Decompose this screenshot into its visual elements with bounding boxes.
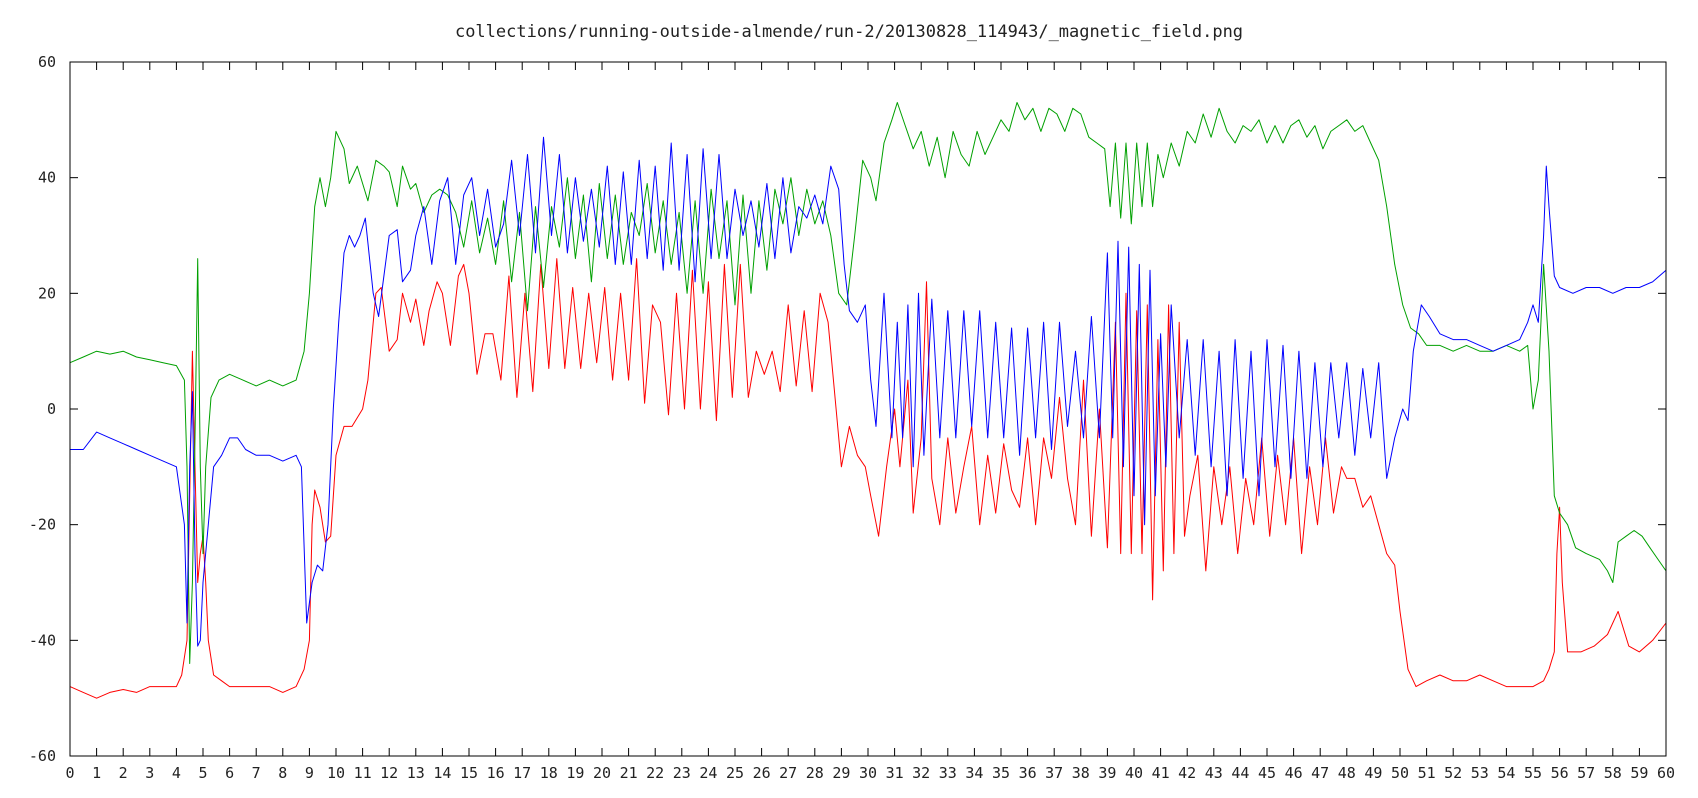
x-tick-label: 52 (1444, 764, 1462, 782)
x-tick-label: 7 (252, 764, 261, 782)
x-tick-label: 41 (1152, 764, 1170, 782)
x-tick-label: 28 (806, 764, 824, 782)
y-tick-label: -60 (29, 747, 56, 765)
x-tick-label: 16 (487, 764, 505, 782)
x-tick-label: 53 (1471, 764, 1489, 782)
y-tick-labels: -60 -40 -20 0 20 40 60 (29, 53, 56, 765)
x-tick-label: 20 (593, 764, 611, 782)
x-tick-label: 17 (513, 764, 531, 782)
y-tick-label: 60 (38, 53, 56, 71)
x-tick-label: 54 (1497, 764, 1515, 782)
x-tick-label: 6 (225, 764, 234, 782)
x-tick-label: 5 (198, 764, 207, 782)
x-tick-label: 60 (1657, 764, 1675, 782)
x-tick-label: 39 (1098, 764, 1116, 782)
x-tick-label: 51 (1418, 764, 1436, 782)
series-line-2 (69, 102, 1667, 664)
x-tick-label: 50 (1391, 764, 1409, 782)
x-tick-label: 35 (992, 764, 1010, 782)
x-tick-label: 13 (407, 764, 425, 782)
x-tick-label: 57 (1577, 764, 1595, 782)
x-tick-label: 12 (380, 764, 398, 782)
y-tick-label: -20 (29, 516, 56, 534)
x-tick-label: 47 (1311, 764, 1329, 782)
x-tick-label: 9 (305, 764, 314, 782)
x-tick-label: 2 (119, 764, 128, 782)
x-tick-label: 33 (939, 764, 957, 782)
x-tick-label: 46 (1285, 764, 1303, 782)
series-line-1 (69, 258, 1667, 699)
x-tick-label: 36 (1019, 764, 1037, 782)
x-tick-label: 24 (699, 764, 717, 782)
x-tick-label: 27 (779, 764, 797, 782)
x-tick-label: 40 (1125, 764, 1143, 782)
x-tick-label: 37 (1045, 764, 1063, 782)
x-tick-label: 1 (92, 764, 101, 782)
x-tick-label: 43 (1205, 764, 1223, 782)
x-tick-label: 23 (673, 764, 691, 782)
x-tick-label: 4 (172, 764, 181, 782)
x-tick-label: 26 (753, 764, 771, 782)
x-tick-label: 49 (1364, 764, 1382, 782)
x-tick-label: 34 (965, 764, 983, 782)
y-tick-label: 0 (47, 400, 56, 418)
x-tick-label: 0 (65, 764, 74, 782)
x-tick-label: 22 (646, 764, 664, 782)
x-tick-label: 48 (1338, 764, 1356, 782)
series-line-3 (70, 136, 1667, 647)
x-tick-label: 58 (1604, 764, 1622, 782)
x-tick-label: 21 (620, 764, 638, 782)
x-tick-label: 55 (1524, 764, 1542, 782)
x-tick-label: 38 (1072, 764, 1090, 782)
x-tick-label: 14 (433, 764, 451, 782)
x-tick-label: 42 (1178, 764, 1196, 782)
y-tick-label: 40 (38, 169, 56, 187)
x-tick-label: 19 (566, 764, 584, 782)
x-tick-label: 15 (460, 764, 478, 782)
series-group (69, 102, 1667, 699)
x-tick-label: 31 (886, 764, 904, 782)
x-tick-label: 56 (1551, 764, 1569, 782)
x-tick-label: 45 (1258, 764, 1276, 782)
x-tick-label: 29 (832, 764, 850, 782)
x-tick-label: 59 (1630, 764, 1648, 782)
x-tick-label: 10 (327, 764, 345, 782)
x-tick-label: 25 (726, 764, 744, 782)
x-tick-label: 18 (540, 764, 558, 782)
x-tick-label: 32 (912, 764, 930, 782)
y-tick-label: 20 (38, 284, 56, 302)
y-tick-label: -40 (29, 631, 56, 649)
x-tick-label: 8 (278, 764, 287, 782)
plot-frame (69, 61, 1667, 757)
x-tick-label: 44 (1231, 764, 1249, 782)
x-tick-label: 3 (145, 764, 154, 782)
x-tick-label: 30 (859, 764, 877, 782)
tick-marks (69, 61, 1667, 757)
chart-title: collections/running-outside-almende/run-… (455, 22, 1243, 42)
x-tick-labels: 0 1 2 3 4 5 6 7 8 9 10 11 12 13 14 15 16 17 18 19 20 21 22 23 24… (65, 764, 1675, 782)
x-tick-label: 11 (354, 764, 372, 782)
